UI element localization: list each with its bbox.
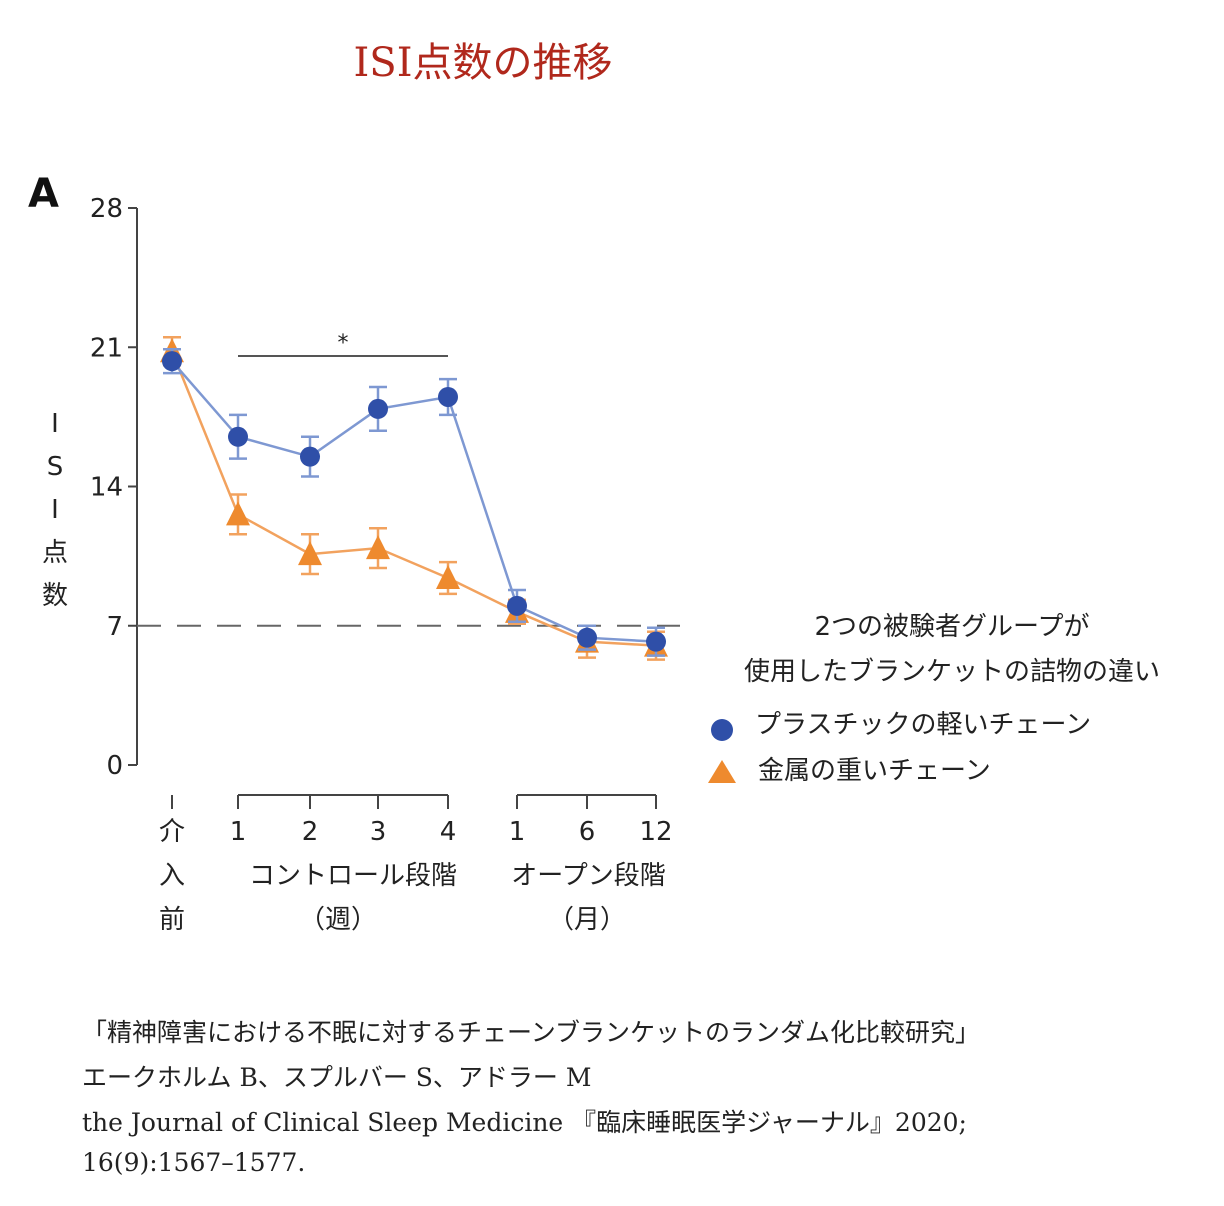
x-tick-label: 1 [509,817,526,847]
citation-authors: エークホルム B、スプルバー S、アドラー M [82,1063,592,1092]
x-group-unit: （月） [548,905,626,935]
x-tick-label: 4 [440,817,457,847]
y-axis-label-char: 点 [42,538,68,568]
data-point [226,501,250,526]
page-title: ISI点数の推移 [353,40,613,86]
citation-volume: 16(9):1567–1577. [82,1148,306,1177]
y-tick-label: 21 [90,333,123,363]
citation-journal: the Journal of Clinical Sleep Medicine 『… [82,1108,967,1137]
x-group-label: コントロール段階 [249,861,457,891]
y-axis-label-char: I [51,495,59,525]
data-point [300,446,320,467]
legend-label: 金属の重いチェーン [758,756,991,786]
y-tick-label: 0 [106,751,123,781]
x-tick-label: 1 [230,817,247,847]
y-axis-label-char: S [47,452,64,482]
x-tick-label: 6 [579,817,596,847]
legend-label: プラスチックの軽いチェーン [755,710,1091,740]
legend-title: 2つの被験者グループが [815,612,1090,642]
data-point [507,595,527,616]
x-group-unit: （週） [299,905,377,935]
x-tick-label: 3 [370,817,387,847]
legend-marker [708,760,736,783]
significance-marker: * [338,331,349,356]
y-tick-label: 28 [90,194,123,224]
data-point [436,565,460,590]
panel-label: A [28,171,59,217]
data-point [438,386,458,407]
legend-marker [711,719,733,741]
data-point [228,426,248,447]
series-line [170,350,657,647]
data-point [298,541,322,566]
data-point [577,627,597,648]
y-axis-label-char: I [51,409,59,439]
x-tick-label: 12 [639,817,672,847]
data-point [366,535,390,560]
data-point [646,631,666,652]
x-group-label: 前 [159,905,185,935]
data-point [162,351,182,372]
x-tick-label: 2 [302,817,319,847]
legend-title: 使用したブランケットの詰物の違い [744,657,1160,687]
x-group-label: 入 [159,861,185,891]
series-line [171,360,657,643]
x-group-label: オープン段階 [511,861,665,891]
y-tick-label: 14 [90,473,123,503]
y-axis-label-char: 数 [42,581,68,611]
x-tick-label: 介 [159,817,185,847]
data-point [368,398,388,419]
citation-title: 「精神障害における不眠に対するチェーンブランケットのランダム化比較研究」 [82,1018,981,1047]
y-tick-label: 7 [106,612,123,642]
